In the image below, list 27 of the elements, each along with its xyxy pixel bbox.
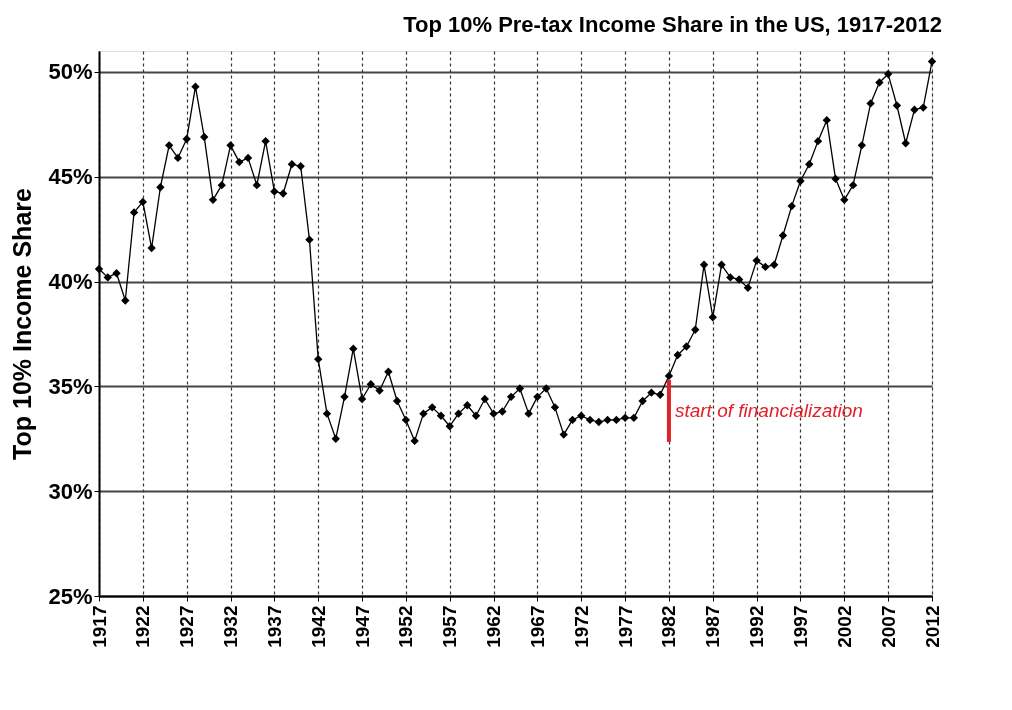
x-tick-label: 1932 xyxy=(220,605,242,648)
y-tick-label: 50% xyxy=(48,59,93,85)
x-tick-label: 1982 xyxy=(658,605,680,648)
x-tick-label: 1967 xyxy=(526,605,548,648)
x-tick-label: 1977 xyxy=(614,605,636,648)
x-tick-label: 2012 xyxy=(921,605,943,648)
x-tick-label: 1987 xyxy=(702,605,724,648)
x-tick-label: 1952 xyxy=(395,605,417,648)
x-tick-label: 1957 xyxy=(439,605,461,648)
x-tick-label: 1922 xyxy=(132,605,154,648)
x-tick-label: 1972 xyxy=(570,605,592,648)
x-tick-label: 1992 xyxy=(746,605,768,648)
x-tick-label: 1937 xyxy=(263,605,285,648)
x-tick-label: 1997 xyxy=(789,605,811,648)
x-tick-label: 1942 xyxy=(307,605,329,648)
y-tick-label: 35% xyxy=(48,373,93,399)
y-axis-title: Top 10% Income Share xyxy=(8,187,37,460)
x-tick-label: 1927 xyxy=(176,605,198,648)
y-tick-label: 40% xyxy=(48,269,93,295)
x-tick-label: 1947 xyxy=(351,605,373,648)
ref-line-label: start of financialization xyxy=(674,399,863,421)
x-tick-label: 2002 xyxy=(833,605,855,648)
x-tick-label: 2007 xyxy=(877,605,899,648)
y-tick-label: 30% xyxy=(48,478,93,504)
x-tick-label: 1962 xyxy=(483,605,505,648)
chart-title: Top 10% Pre-tax Income Share in the US, 1917-2012 xyxy=(403,12,942,37)
y-tick-label: 45% xyxy=(48,164,93,190)
